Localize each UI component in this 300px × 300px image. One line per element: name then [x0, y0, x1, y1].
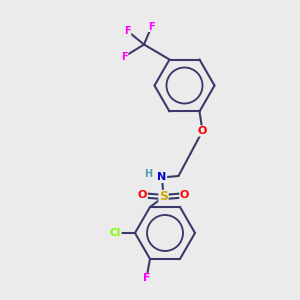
Text: N: N	[158, 172, 166, 182]
Text: F: F	[148, 22, 155, 32]
Text: S: S	[159, 190, 168, 203]
Text: F: F	[124, 26, 131, 36]
Text: F: F	[143, 274, 151, 284]
Text: Cl: Cl	[110, 228, 121, 238]
Text: O: O	[180, 190, 189, 200]
Text: H: H	[144, 169, 153, 179]
Text: F: F	[121, 52, 128, 61]
Text: O: O	[198, 126, 207, 136]
Text: O: O	[138, 190, 147, 200]
